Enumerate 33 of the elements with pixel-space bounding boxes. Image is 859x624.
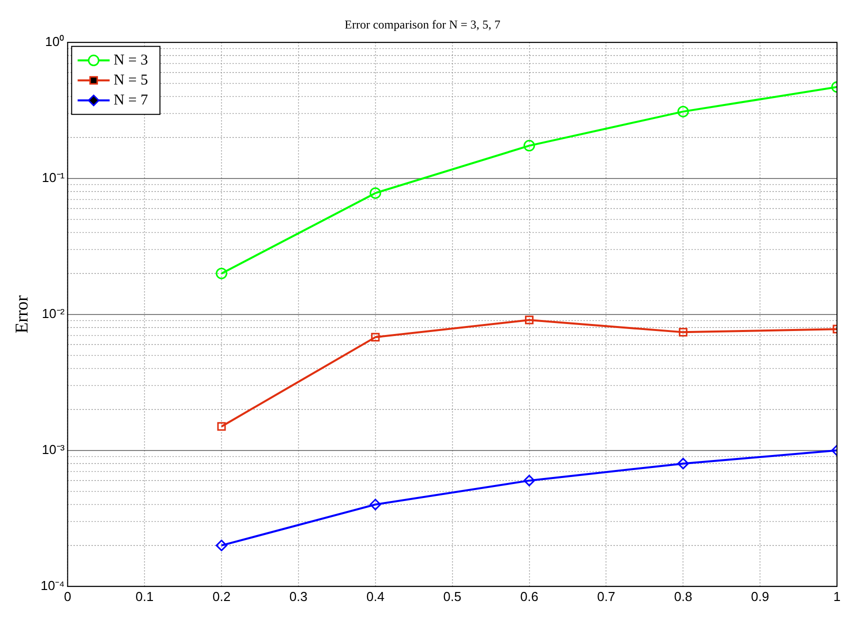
- x-tick-label: 0.8: [674, 588, 692, 604]
- legend-label: N = 5: [114, 72, 148, 88]
- x-tick-label: 0.9: [751, 588, 770, 604]
- x-tick-label: 0.1: [136, 588, 154, 604]
- x-tick-label: 0.4: [366, 588, 384, 604]
- y-tick-label: 10⁻³: [42, 442, 66, 457]
- point: [371, 332, 380, 342]
- chart-title: Error comparison for N = 3, 5, 7: [344, 17, 500, 32]
- x-tick-label: 0: [64, 588, 72, 604]
- point: [677, 458, 689, 470]
- x-tick-label: 0.6: [520, 588, 538, 604]
- point: [524, 140, 536, 152]
- point: [677, 106, 689, 118]
- point: [216, 540, 228, 552]
- point: [524, 316, 534, 324]
- point: [370, 498, 382, 510]
- x-tick-label: 1: [833, 588, 841, 604]
- x-tick-label: 0.3: [289, 588, 308, 604]
- x-tick-label: 0.5: [443, 588, 462, 604]
- point: [216, 268, 228, 280]
- y-tick-label: 10⁻⁴: [40, 578, 65, 593]
- y-tick-label: 10⁰: [45, 34, 65, 49]
- point: [217, 422, 226, 431]
- legend-label: N = 3: [114, 52, 148, 68]
- legend-label: N = 7: [114, 92, 148, 108]
- y-axis-title: Error: [12, 295, 32, 334]
- y-tick-label: 10⁻²: [42, 306, 66, 321]
- y-tick-label: 10⁻¹: [42, 170, 66, 185]
- x-tick-label: 0.7: [597, 588, 616, 604]
- point: [524, 474, 536, 486]
- point: [370, 187, 382, 199]
- point: [678, 328, 688, 336]
- x-tick-label: 0.2: [212, 588, 231, 604]
